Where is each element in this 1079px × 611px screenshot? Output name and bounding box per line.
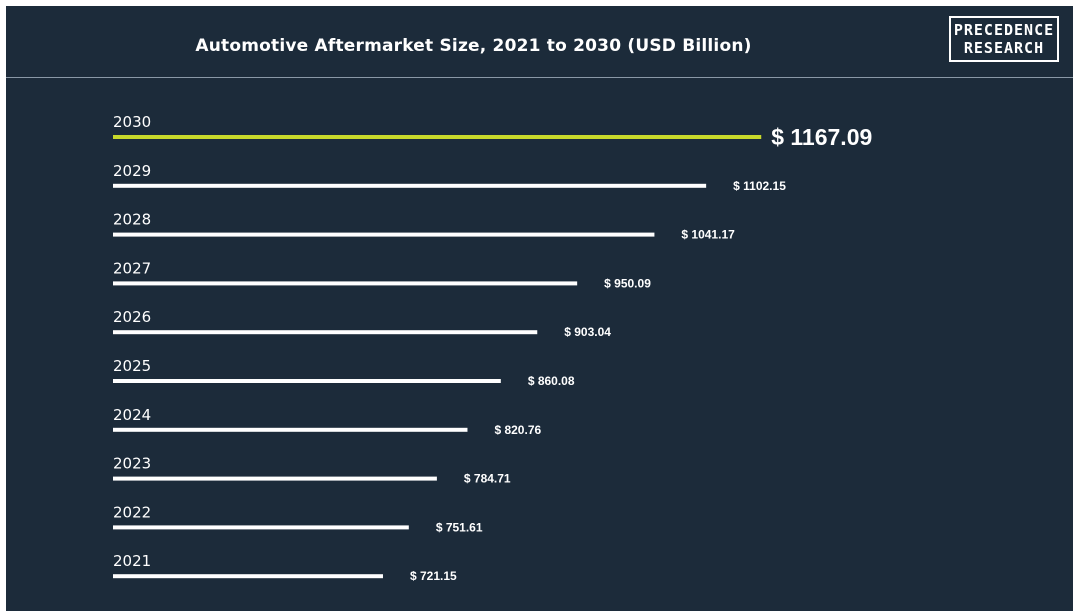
value-label-2029: $ 1102.15 xyxy=(733,179,786,193)
year-label-2023: 2023 xyxy=(113,455,151,473)
year-label-2029: 2029 xyxy=(113,162,151,180)
bar-2028 xyxy=(113,232,655,237)
chart-title: Automotive Aftermarket Size, 2021 to 203… xyxy=(195,36,752,56)
value-label-2021: $ 721.15 xyxy=(410,569,457,583)
bar-chart: 2030 $ 1167.09 2029 $ 1102.15 2028 $ 1041.17 2… xyxy=(113,113,872,583)
value-label-2023: $ 784.71 xyxy=(464,472,511,486)
bar-2023 xyxy=(113,476,437,481)
value-label-2028: $ 1041.17 xyxy=(681,228,735,242)
bar-2024 xyxy=(113,427,468,432)
year-label-2030: 2030 xyxy=(113,113,151,131)
year-label-2026: 2026 xyxy=(113,308,151,326)
year-label-2025: 2025 xyxy=(113,357,151,375)
bar-2022 xyxy=(113,525,409,530)
bar-2029 xyxy=(113,183,707,188)
bar-2021 xyxy=(113,574,383,579)
year-label-2024: 2024 xyxy=(113,406,151,424)
value-label-2027: $ 950.09 xyxy=(604,276,651,290)
bar-2025 xyxy=(113,379,501,383)
value-label-2022: $ 751.61 xyxy=(436,520,483,534)
year-label-2021: 2021 xyxy=(113,552,151,570)
year-label-2027: 2027 xyxy=(113,259,151,277)
bar-2027 xyxy=(113,281,578,286)
value-label-2024: $ 820.76 xyxy=(494,423,541,437)
bar-2030 xyxy=(113,135,762,139)
chart-frame: Automotive Aftermarket Size, 2021 to 203… xyxy=(6,6,1073,611)
title-divider xyxy=(6,77,1073,78)
year-label-2022: 2022 xyxy=(113,503,151,521)
precedence-research-logo: PRECEDENCE RESEARCH xyxy=(949,16,1059,62)
value-label-2030: $ 1167.09 xyxy=(771,124,872,150)
value-label-2025: $ 860.08 xyxy=(528,374,575,388)
year-label-2028: 2028 xyxy=(113,211,151,229)
logo-line-2: RESEARCH xyxy=(963,39,1045,57)
logo-line-1: PRECEDENCE xyxy=(953,21,1055,39)
bar-2026 xyxy=(113,330,538,335)
value-label-2026: $ 903.04 xyxy=(564,325,611,339)
